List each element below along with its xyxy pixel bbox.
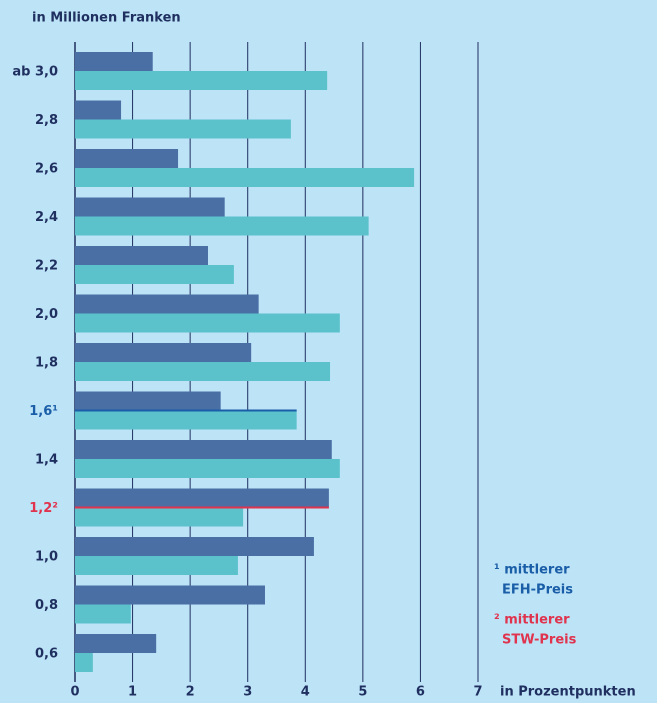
y-tick-label: 2,0 — [35, 307, 58, 322]
y-tick-label: 2,4 — [35, 210, 58, 225]
bar — [75, 507, 244, 527]
bar — [75, 149, 179, 168]
annotation: EFH-Preis — [502, 583, 573, 598]
y-tick-label: 2,6 — [35, 162, 58, 177]
x-axis-label: in Prozentpunkten — [500, 685, 636, 700]
y-tick-label: 1,8 — [35, 356, 58, 371]
y-axis-label: in Millionen Franken — [32, 11, 181, 26]
bar — [75, 410, 297, 430]
y-tick-label: 2,2 — [35, 259, 58, 274]
x-tick-label: 7 — [473, 685, 482, 700]
x-tick-label: 0 — [70, 685, 79, 700]
y-tick-label: 0,6 — [35, 647, 58, 662]
x-tick-label: 4 — [301, 685, 310, 700]
bar — [75, 100, 122, 120]
bar — [75, 313, 340, 333]
annotation: STW-Preis — [502, 633, 577, 648]
x-tick-label: 3 — [243, 685, 252, 700]
y-tick-label: 1,6¹ — [29, 404, 58, 419]
annotation: ¹ mittlerer — [494, 563, 570, 578]
bar — [75, 52, 153, 71]
bar — [75, 634, 157, 653]
bar — [75, 391, 221, 411]
bar — [75, 71, 328, 90]
bar — [75, 488, 329, 508]
bar — [75, 537, 314, 556]
y-tick-label: 1,4 — [35, 453, 58, 468]
bar — [75, 362, 331, 381]
x-tick-label: 2 — [186, 685, 195, 700]
bar — [75, 459, 340, 478]
bar — [75, 265, 234, 284]
bar — [75, 585, 265, 605]
y-tick-label: 1,2² — [29, 501, 58, 516]
bar — [75, 440, 332, 459]
bar — [75, 197, 225, 217]
bar — [75, 216, 369, 236]
y-tick-label: 0,8 — [35, 598, 58, 613]
y-tick-label: 1,0 — [35, 550, 58, 565]
y-tick-label: ab 3,0 — [12, 65, 58, 80]
bar — [75, 294, 259, 314]
bar — [75, 556, 238, 575]
annotation: ² mittlerer — [494, 613, 570, 628]
y-tick-label: 2,8 — [35, 113, 58, 128]
bar — [75, 119, 291, 139]
bar — [75, 246, 208, 265]
x-tick-label: 5 — [358, 685, 367, 700]
bar — [75, 168, 415, 187]
bar — [75, 653, 93, 672]
x-tick-label: 6 — [416, 685, 425, 700]
bar — [75, 604, 131, 624]
x-tick-label: 1 — [128, 685, 137, 700]
bar — [75, 343, 252, 362]
